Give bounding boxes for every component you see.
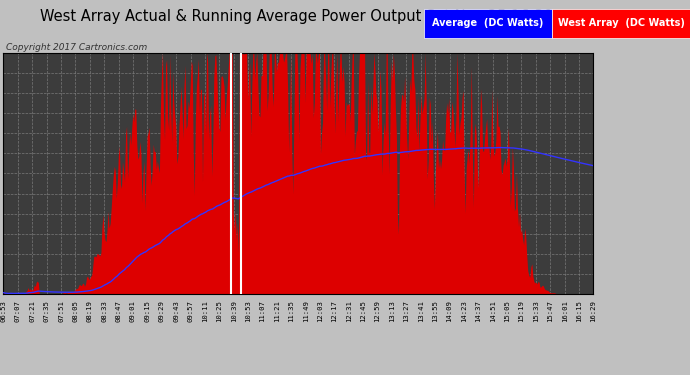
Text: West Array Actual & Running Average Power Output Sat Nov 25 16:30: West Array Actual & Running Average Powe… [40,9,553,24]
Text: West Array  (DC Watts): West Array (DC Watts) [558,18,684,28]
Text: Copyright 2017 Cartronics.com: Copyright 2017 Cartronics.com [6,43,147,52]
Text: Average  (DC Watts): Average (DC Watts) [433,18,544,28]
